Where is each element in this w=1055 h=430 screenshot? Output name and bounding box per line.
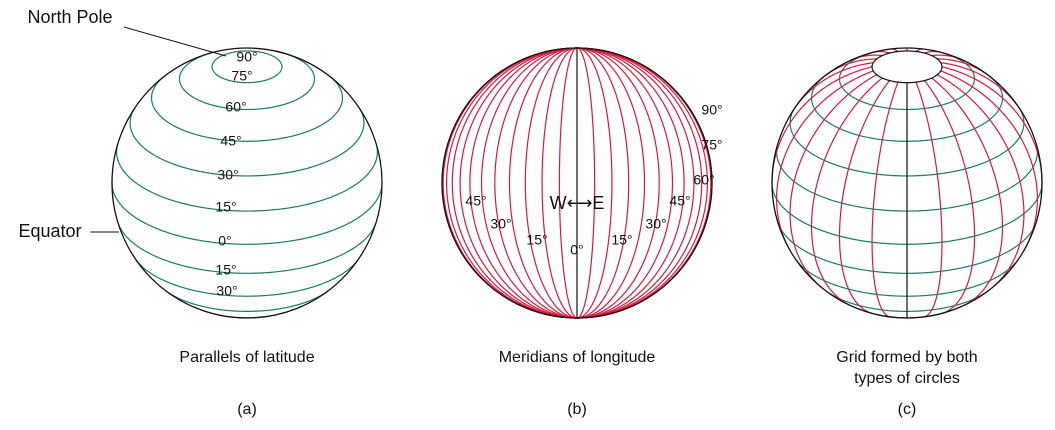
longitude-label: 90° xyxy=(701,102,722,118)
longitude-label: 60° xyxy=(693,172,714,188)
meridian xyxy=(452,48,577,318)
meridian xyxy=(470,48,577,318)
caption: types of circles xyxy=(854,370,960,387)
meridian xyxy=(447,48,577,318)
longitude-label: 15° xyxy=(611,232,632,248)
longitude-label: 45° xyxy=(669,193,690,209)
parallel xyxy=(117,144,378,211)
meridian xyxy=(577,48,684,318)
meridian xyxy=(924,81,974,314)
meridian xyxy=(577,48,629,318)
meridian xyxy=(577,48,707,318)
latitude-label: 30° xyxy=(216,283,237,299)
equator-label: Equator xyxy=(18,221,81,241)
panel-tag: (a) xyxy=(237,401,257,418)
parallel xyxy=(136,260,358,297)
panel-tag: (c) xyxy=(898,401,917,418)
meridian xyxy=(577,48,645,318)
panel-tag: (b) xyxy=(567,401,587,418)
longitude-label: 0° xyxy=(570,242,583,258)
latitude-label: 45° xyxy=(220,133,241,149)
north-pole-label: North Pole xyxy=(27,7,112,27)
longitude-label: 30° xyxy=(645,216,666,232)
pole-leader xyxy=(124,27,226,56)
latitude-label: 60° xyxy=(225,99,246,115)
parallel xyxy=(166,291,329,312)
longitude-label: 75° xyxy=(701,137,722,153)
parallel xyxy=(152,76,343,141)
latitude-label: 90° xyxy=(236,49,257,65)
longitude-label: 15° xyxy=(526,232,547,248)
caption: Meridians of longitude xyxy=(499,349,656,366)
meridian xyxy=(840,81,890,314)
caption: Grid formed by both xyxy=(836,349,977,366)
longitude-label: 45° xyxy=(465,193,486,209)
direction-label: W⟷E xyxy=(550,193,605,213)
caption: Parallels of latitude xyxy=(179,349,314,366)
longitude-label: 30° xyxy=(490,216,511,232)
latitude-label: 30° xyxy=(217,167,238,183)
latitude-label: 0° xyxy=(218,233,231,249)
meridian xyxy=(510,48,578,318)
parallel xyxy=(118,223,376,273)
globe-outline xyxy=(112,48,382,318)
meridian xyxy=(916,82,942,317)
meridian xyxy=(525,48,577,318)
polar-opening xyxy=(872,51,942,83)
meridian xyxy=(577,48,702,318)
figure: North Pole Equator W⟷E 90°75°60°45°30°15… xyxy=(0,0,1055,430)
globes xyxy=(112,48,1042,318)
latitude-label: 15° xyxy=(215,262,236,278)
meridian xyxy=(872,82,898,317)
latitude-label: 15° xyxy=(215,199,236,215)
latitude-label: 75° xyxy=(231,68,252,84)
meridian xyxy=(577,48,595,318)
meridian xyxy=(559,48,577,318)
